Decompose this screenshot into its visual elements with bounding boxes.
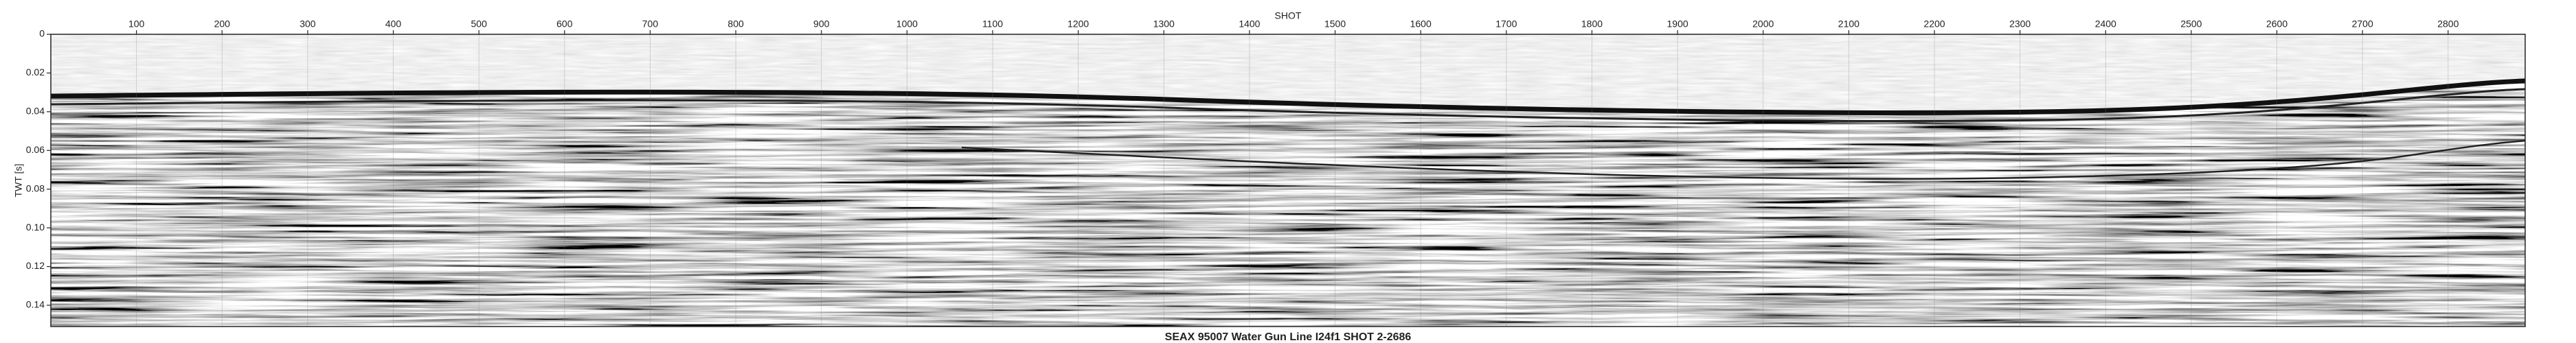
y-tick-label: 0.02 bbox=[26, 67, 45, 78]
x-tick-label: 700 bbox=[642, 19, 659, 29]
x-axis-label: SHOT bbox=[1275, 10, 1302, 21]
x-tick-label: 2700 bbox=[2352, 19, 2373, 29]
plot-frame bbox=[50, 34, 2526, 327]
x-tick-label: 400 bbox=[385, 19, 402, 29]
y-tick-label: 0.06 bbox=[26, 144, 45, 155]
x-tick-label: 1800 bbox=[1581, 19, 1603, 29]
x-tick-label: 1900 bbox=[1667, 19, 1688, 29]
y-tick-label: 0.12 bbox=[26, 260, 45, 271]
seafloor-multiple bbox=[51, 88, 2525, 122]
x-tick-label: 1700 bbox=[1495, 19, 1517, 29]
x-tick-label: 2400 bbox=[2095, 19, 2116, 29]
x-tick-label: 800 bbox=[727, 19, 744, 29]
x-tick-label: 200 bbox=[214, 19, 231, 29]
x-tick-label: 2600 bbox=[2266, 19, 2287, 29]
subsurface-reflections bbox=[51, 81, 2525, 327]
grid-layer bbox=[136, 34, 2449, 327]
x-tick-label: 2200 bbox=[1923, 19, 1945, 29]
x-tick-label: 100 bbox=[128, 19, 145, 29]
seismic-image bbox=[51, 34, 2525, 327]
x-tick-label: 1200 bbox=[1067, 19, 1089, 29]
x-tick-label: 1100 bbox=[982, 19, 1003, 29]
x-tick-label: 2000 bbox=[1752, 19, 1774, 29]
x-tick-label: 2300 bbox=[2009, 19, 2031, 29]
x-tick-label: 900 bbox=[813, 19, 830, 29]
x-tick-label: 1000 bbox=[896, 19, 918, 29]
x-tick-label: 1400 bbox=[1239, 19, 1260, 29]
y-axis-label: TWT [s] bbox=[13, 164, 24, 198]
subsurface-reflector bbox=[961, 139, 2525, 180]
x-tick-label: 2100 bbox=[1838, 19, 1860, 29]
x-tick-label: 300 bbox=[300, 19, 316, 29]
chart-title: SEAX 95007 Water Gun Line I24f1 SHOT 2-2… bbox=[1165, 331, 1412, 343]
y-tick-label: 0.10 bbox=[26, 222, 45, 233]
y-tick-label: 0.04 bbox=[26, 106, 45, 117]
x-tick-label: 2500 bbox=[2180, 19, 2202, 29]
y-tick-label: 0.08 bbox=[26, 182, 45, 193]
x-tick-label: 500 bbox=[471, 19, 488, 29]
y-tick-label: 0 bbox=[39, 28, 45, 39]
x-tick-label: 1300 bbox=[1153, 19, 1175, 29]
y-tick-label: 0.14 bbox=[26, 299, 45, 310]
x-tick-label: 2800 bbox=[2437, 19, 2459, 29]
x-tick-label: 1600 bbox=[1410, 19, 1432, 29]
x-tick-label: 1500 bbox=[1324, 19, 1346, 29]
x-tick-label: 600 bbox=[556, 19, 573, 29]
seafloor-reflector bbox=[51, 78, 2525, 115]
